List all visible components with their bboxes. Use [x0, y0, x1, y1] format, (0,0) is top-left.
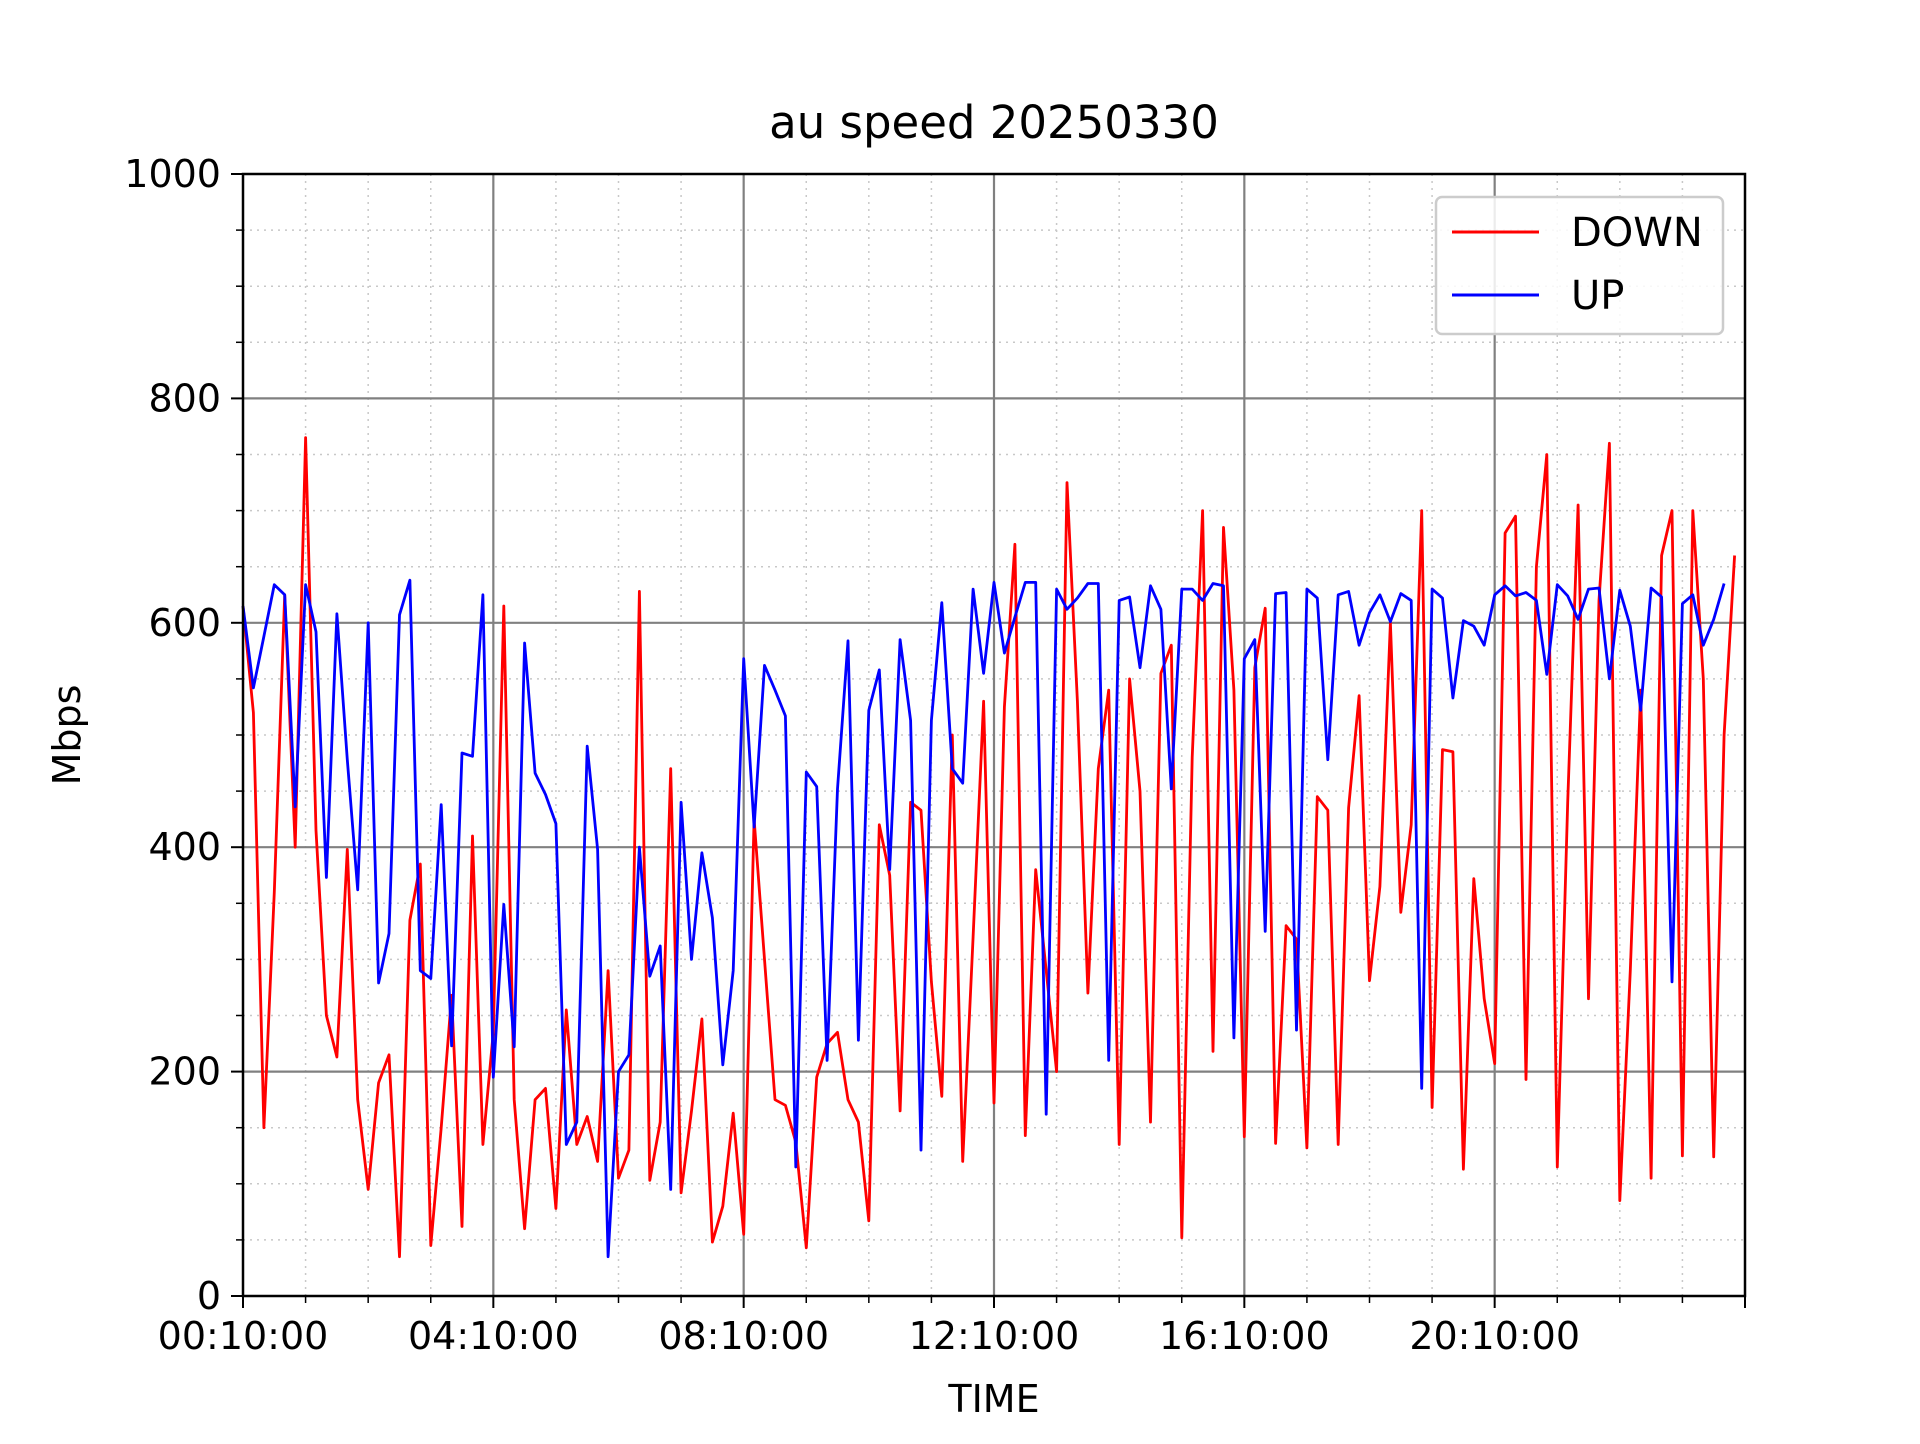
- series-line-up: [241, 578, 1726, 1259]
- legend: DOWN UP: [1434, 195, 1725, 336]
- x-tick-label: 00:10:00: [158, 1314, 329, 1358]
- x-tick-label: 20:10:00: [1409, 1314, 1580, 1358]
- legend-label-down: DOWN: [1571, 210, 1703, 256]
- y-tick-label: 600: [148, 601, 221, 645]
- legend-label-up: UP: [1571, 273, 1624, 319]
- chart-title: au speed 20250330: [769, 96, 1219, 149]
- x-tick-label: 16:10:00: [1159, 1314, 1330, 1358]
- x-tick-label: 04:10:00: [408, 1314, 579, 1358]
- y-axis-label: Mbps: [45, 685, 89, 786]
- y-tick-label: 800: [148, 376, 221, 420]
- y-tick-label: 1000: [124, 152, 221, 196]
- axis-ticks: 00:10:00 04:10:00 08:10:00 12:10:00 16:10:00…: [124, 152, 1746, 1358]
- x-axis-label: TIME: [947, 1377, 1039, 1421]
- x-tick-label: 12:10:00: [909, 1314, 1080, 1358]
- series-layer: [241, 436, 1736, 1259]
- y-tick-label: 400: [148, 825, 221, 869]
- y-tick-label: 200: [148, 1050, 221, 1094]
- x-tick-label: 08:10:00: [658, 1314, 829, 1358]
- y-tick-label: 0: [197, 1274, 221, 1318]
